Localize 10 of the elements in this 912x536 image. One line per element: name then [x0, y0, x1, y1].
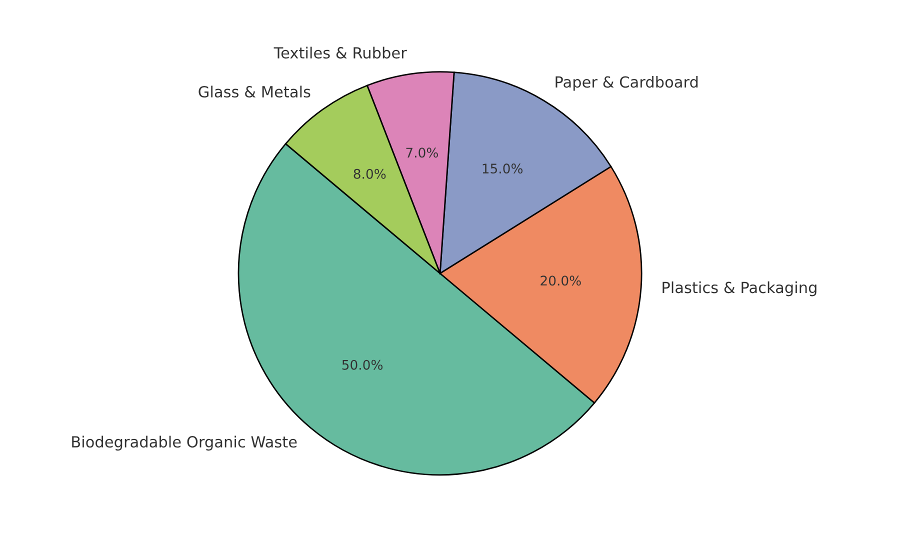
- slice-label: Biodegradable Organic Waste: [72, 436, 297, 451]
- data-label: 15.0%: [482, 164, 523, 174]
- slice-label: Glass & Metals: [198, 86, 310, 98]
- data-label: 20.0%: [540, 276, 581, 286]
- slice-label: Textiles & Rubber: [274, 46, 407, 59]
- slice-label: Plastics & Packaging: [662, 281, 816, 296]
- slice-label: Paper & Cardboard: [556, 76, 698, 91]
- data-label: 50.0%: [342, 360, 383, 370]
- data-label: 8.0%: [354, 168, 386, 179]
- data-label: 7.0%: [406, 148, 438, 158]
